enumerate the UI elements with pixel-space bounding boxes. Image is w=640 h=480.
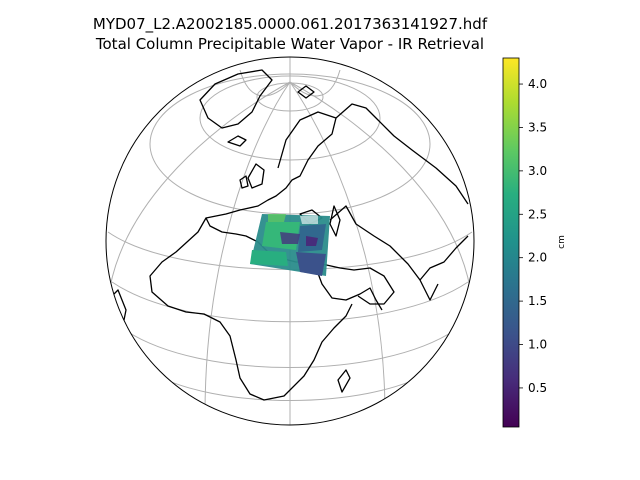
- colorbar: 0.5 1.0 1.5 2.0 2.5 3.0 3.5 4.0 cm: [502, 57, 567, 428]
- colorbar-tick-label: 1.0: [528, 338, 547, 352]
- colorbar-gradient: [502, 57, 520, 428]
- colorbar-unit-label: cm: [557, 235, 567, 249]
- colorbar-tick-label: 1.5: [528, 294, 547, 308]
- colorbar-tick-label: 4.0: [528, 77, 547, 91]
- colorbar-ticks: 0.5 1.0 1.5 2.0 2.5 3.0 3.5 4.0: [519, 77, 547, 395]
- water-vapor-swath: [250, 214, 330, 276]
- colorbar-tick-label: 2.0: [528, 251, 547, 265]
- globe: [106, 57, 474, 425]
- colorbar-tick-label: 3.0: [528, 164, 547, 178]
- colorbar-tick-label: 2.5: [528, 207, 547, 221]
- globe-outline: [105, 56, 475, 426]
- colorbar-tick-label: 3.5: [528, 120, 547, 134]
- plot-title-line2: Total Column Precipitable Water Vapor - …: [95, 35, 485, 53]
- plot-title-line1: MYD07_L2.A2002185.0000.061.2017363141927…: [92, 15, 488, 33]
- coastlines: [107, 69, 469, 401]
- colorbar-tick-label: 0.5: [528, 381, 547, 395]
